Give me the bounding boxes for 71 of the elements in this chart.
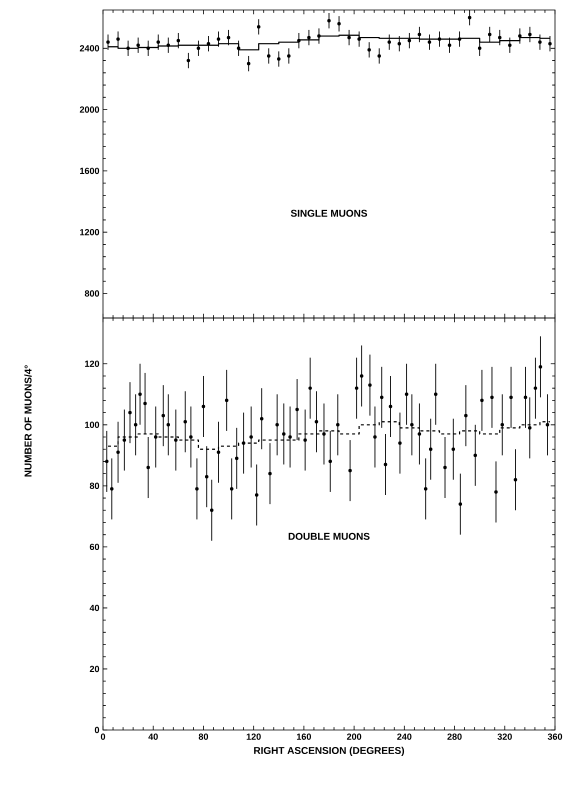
point xyxy=(156,40,160,44)
point xyxy=(206,42,210,46)
point xyxy=(538,40,542,44)
point xyxy=(236,46,240,50)
point xyxy=(106,40,110,44)
point xyxy=(136,43,140,47)
point xyxy=(287,54,291,58)
y-tick-label: 800 xyxy=(84,290,100,297)
point xyxy=(196,46,200,50)
x-tick-label: 320 xyxy=(498,734,512,740)
x-tick-label: 80 xyxy=(198,734,208,740)
annotation: SINGLE MUONS xyxy=(290,210,368,217)
y-tick-label: 40 xyxy=(90,604,100,612)
point xyxy=(548,42,552,46)
x-tick-label: 160 xyxy=(296,734,312,740)
point xyxy=(176,38,180,42)
x-tick-label: 120 xyxy=(246,734,261,740)
point xyxy=(488,32,492,36)
point xyxy=(166,43,170,47)
annotation: DOUBLE MUONS xyxy=(288,532,370,540)
y-tick-label: 80 xyxy=(90,482,100,490)
point xyxy=(116,37,120,41)
point xyxy=(126,46,130,50)
point xyxy=(468,16,472,20)
point xyxy=(478,46,482,50)
y-tick-label: 20 xyxy=(90,666,100,672)
point xyxy=(226,36,230,40)
x-tick-label: 240 xyxy=(397,734,412,740)
point xyxy=(388,40,392,44)
x-tick-label: 280 xyxy=(447,734,462,740)
point xyxy=(337,22,341,26)
point xyxy=(528,32,532,36)
point xyxy=(458,37,462,41)
x-tick-label: 200 xyxy=(346,734,362,740)
x-axis-title: RIGHT ASCENSION (DEGREES) xyxy=(254,746,404,756)
point xyxy=(398,42,402,46)
point xyxy=(297,38,301,42)
y-tick-label: 2000 xyxy=(80,106,100,113)
point xyxy=(438,37,442,41)
point xyxy=(307,36,311,40)
point xyxy=(266,54,270,58)
point xyxy=(518,34,522,38)
point xyxy=(186,58,190,62)
x-tick-label: 0 xyxy=(100,734,106,740)
y-tick-label: 2400 xyxy=(80,45,100,52)
x-tick-label: 360 xyxy=(548,734,562,740)
point xyxy=(498,36,502,40)
point xyxy=(357,37,361,41)
y-tick-label: 1600 xyxy=(80,168,100,174)
y-tick-label: 120 xyxy=(85,360,100,367)
point xyxy=(277,57,281,61)
point xyxy=(377,54,381,58)
point xyxy=(508,43,512,47)
point xyxy=(146,46,150,50)
point xyxy=(418,32,422,36)
y-tick-label: 100 xyxy=(85,422,100,428)
point xyxy=(327,18,331,22)
point xyxy=(347,36,351,40)
y-axis-title: NUMBER OF MUONS/4° xyxy=(24,365,32,477)
point xyxy=(367,48,371,52)
y-tick-label: 1200 xyxy=(80,229,100,236)
x-tick-label: 40 xyxy=(148,734,158,740)
y-tick-label: 0 xyxy=(94,726,100,734)
point xyxy=(246,62,250,66)
point xyxy=(216,37,220,41)
point xyxy=(317,34,321,38)
point xyxy=(448,43,452,47)
point xyxy=(256,25,260,29)
point xyxy=(408,38,412,42)
y-tick-label: 60 xyxy=(90,544,100,550)
point xyxy=(428,40,432,44)
